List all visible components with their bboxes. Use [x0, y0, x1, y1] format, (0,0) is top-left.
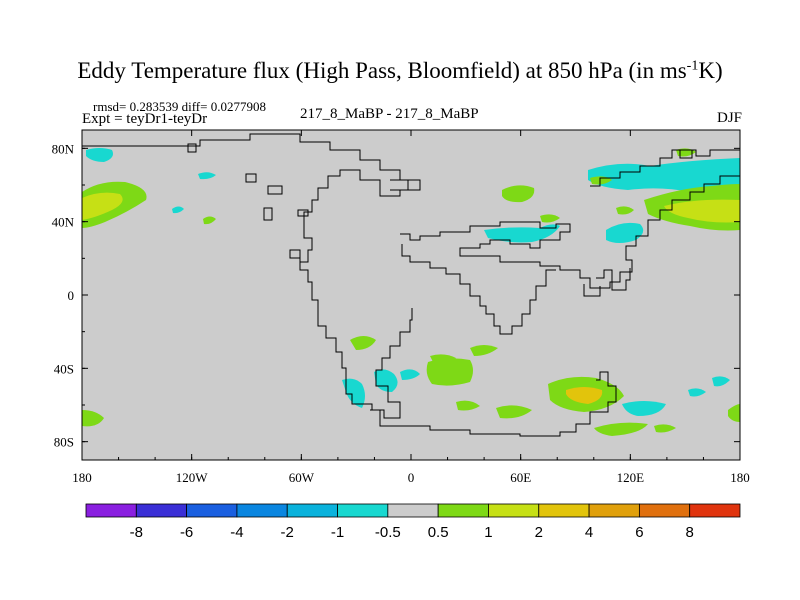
coastline-africa — [401, 244, 556, 335]
x-tick-label: 60W — [289, 470, 315, 485]
colorbar-swatch — [387, 503, 439, 518]
y-tick-label: 40N — [52, 215, 75, 230]
patch-cyan-s-atlantic — [400, 369, 420, 380]
colorbar-labels: -8 -6 -4 -2 -1 -0.5 0.5 1 2 4 6 8 — [130, 524, 694, 541]
patch-green-s-pacific-w — [82, 410, 104, 427]
title-main: Eddy Temperature flux (High Pass, Bloomf… — [77, 58, 687, 83]
colorbar-label: 6 — [635, 524, 643, 541]
case-label: 217_8_MaBP - 217_8_MaBP — [300, 106, 479, 122]
patch-green-s-ocean-1 — [456, 400, 480, 411]
coastline-island-3 — [267, 185, 283, 195]
patch-green-atlantic — [502, 185, 535, 203]
colorbar-label: 1 — [484, 524, 492, 541]
axis-ticks — [81, 130, 741, 460]
patch-gold-indian-ocean — [566, 387, 603, 404]
coastline-india — [583, 284, 601, 297]
x-tick-label: 120E — [617, 470, 645, 485]
stats-line: rmsd= 0.283539 diff= 0.0277908 — [93, 99, 266, 114]
colorbar-swatch — [437, 503, 489, 518]
colorbar-label: -6 — [180, 524, 193, 541]
colorbar-swatch — [638, 503, 691, 518]
coastline-americas — [82, 133, 421, 419]
colorbar-label: -8 — [130, 524, 143, 541]
patch-cyan-small-1 — [198, 172, 216, 180]
patch-yellow-nw — [82, 192, 123, 220]
colorbar-swatch — [135, 503, 188, 518]
colorbar-swatch — [85, 503, 137, 518]
colorbar-swatch — [588, 503, 640, 518]
patch-green-s-ocean-3 — [594, 422, 648, 436]
patch-cyan-s-pacific-e — [688, 388, 706, 397]
patch-green-siberia — [616, 206, 634, 215]
patch-green-s-atlantic — [470, 345, 498, 356]
patch-cyan-arctic-w — [86, 148, 113, 162]
y-tick-label: 80S — [54, 435, 74, 450]
coastline-island-5 — [187, 143, 197, 153]
patch-green-s-pacific-e — [728, 404, 740, 422]
coastline-island-6 — [390, 179, 409, 191]
colorbar-label: 2 — [535, 524, 543, 541]
patch-green-s-pacific — [350, 336, 376, 350]
y-tick-label: 40S — [54, 361, 74, 376]
coastlines — [82, 133, 740, 437]
x-tick-label: 180 — [72, 470, 92, 485]
y-tick-label: 0 — [68, 288, 75, 303]
y-tick-label: 80N — [52, 141, 75, 156]
patch-cyan-small-2 — [172, 206, 184, 214]
coastline-arabia — [596, 268, 631, 291]
coastline-arctic-east — [590, 149, 740, 187]
coastline-island-1 — [245, 173, 257, 183]
title-superscript: -1 — [686, 58, 699, 74]
patch-cyan-s-indian — [622, 401, 666, 416]
patch-cyan-asia — [606, 222, 644, 243]
colorbar-swatch — [538, 503, 590, 518]
colorbar-label: 0.5 — [428, 524, 449, 541]
patch-green-s-ocean-2 — [496, 405, 532, 419]
colorbar-label: -0.5 — [375, 524, 401, 541]
colorbar-label: -2 — [281, 524, 294, 541]
axis-tick-labels: 180 120W 60W 0 60E 120E 180 80N 40N 0 40S 80S — [52, 141, 750, 485]
patch-green-mediterranean — [540, 214, 560, 223]
patch-green-s-atlantic-2 — [426, 358, 473, 386]
x-tick-label: 120W — [176, 470, 209, 485]
colorbar-swatch — [186, 503, 238, 518]
colorbar-swatch — [286, 503, 338, 518]
colorbar-swatch — [236, 503, 288, 518]
colorbar-swatch — [488, 503, 540, 518]
x-tick-label: 0 — [408, 470, 415, 485]
patch-green-s-ocean-4 — [654, 424, 676, 433]
x-tick-label: 60E — [510, 470, 531, 485]
colorbar — [85, 503, 741, 518]
title-end: K) — [698, 58, 723, 83]
x-tick-label: 180 — [730, 470, 750, 485]
patch-green-small-1 — [203, 216, 216, 225]
coastline-antarctica — [370, 371, 617, 437]
coastline-island-2 — [263, 207, 273, 221]
colorbar-label: 8 — [686, 524, 694, 541]
experiment-label: Expt = teyDr1-teyDr — [82, 111, 208, 127]
colorbar-label: -4 — [230, 524, 243, 541]
coastline-island-7 — [679, 149, 693, 159]
patch-cyan-s-pacific-e2 — [712, 376, 730, 387]
coastline-island-4 — [297, 209, 309, 217]
chart-title: Eddy Temperature flux (High Pass, Bloomf… — [0, 58, 800, 84]
patch-cyan-s-pacific — [342, 378, 365, 408]
colorbar-swatch — [689, 503, 741, 518]
patch-yellow-npacific — [664, 199, 740, 223]
season-label: DJF — [716, 110, 742, 126]
colorbar-label: 4 — [585, 524, 593, 541]
coastline-eurasia-africa — [400, 175, 740, 289]
patch-cyan-mediterranean — [484, 224, 560, 243]
colorbar-swatch — [337, 503, 389, 518]
colorbar-label: -1 — [331, 524, 344, 541]
